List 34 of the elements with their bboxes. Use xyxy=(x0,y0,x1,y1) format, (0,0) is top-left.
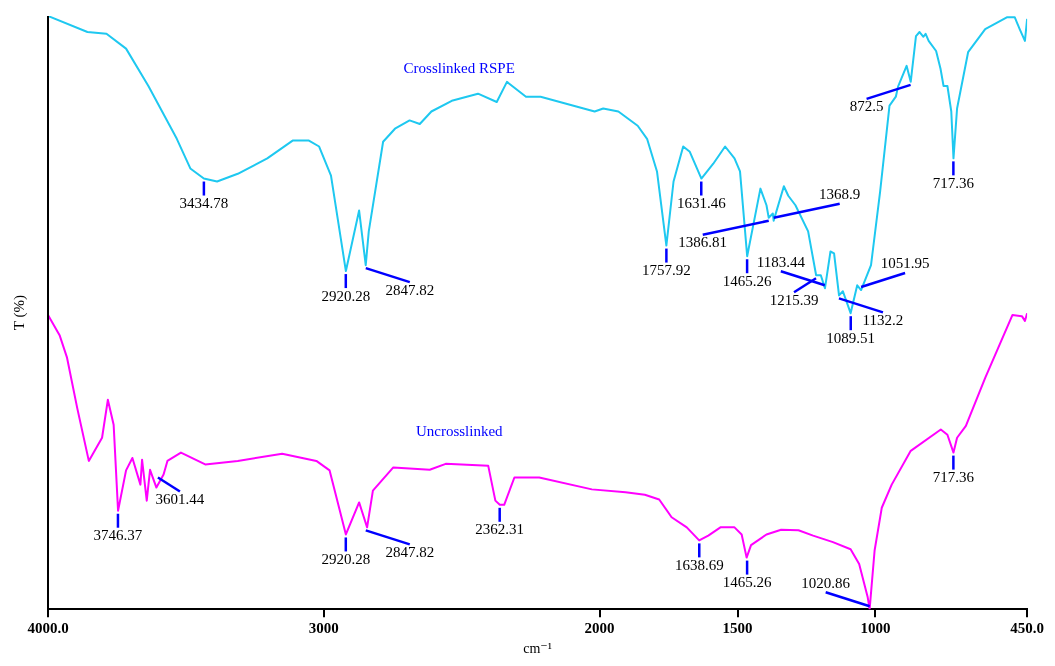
series-label: Crosslinked RSPE xyxy=(403,60,515,77)
annotation: 1638.69 xyxy=(674,556,724,573)
x-tick-label: 3000 xyxy=(308,620,339,637)
annotation: 3434.78 xyxy=(179,194,229,211)
annotation: 2920.28 xyxy=(321,287,371,304)
annotation: 1465.26 xyxy=(722,574,772,591)
x-axis-title: cm⁻¹ xyxy=(523,641,552,657)
annotation: 2847.82 xyxy=(385,281,435,298)
annotation: 717.36 xyxy=(932,174,975,191)
y-axis-title: T (%) xyxy=(10,295,28,331)
annotation: 1386.81 xyxy=(678,234,728,251)
annotation: 2920.28 xyxy=(321,550,371,567)
annotation: 1132.2 xyxy=(862,311,904,328)
x-tick-label: 1000 xyxy=(860,620,891,637)
annotation: 717.36 xyxy=(932,469,975,486)
x-tick-label: 2000 xyxy=(584,620,615,637)
annotation: 2847.82 xyxy=(385,543,435,560)
annotation: 1183.44 xyxy=(756,253,806,270)
annotation: 1215.39 xyxy=(769,291,819,308)
annotation: 872.5 xyxy=(849,98,884,115)
annotation: 1465.26 xyxy=(722,272,772,289)
x-tick-label: 1500 xyxy=(722,620,753,637)
annotation: 1368.9 xyxy=(819,186,861,203)
annotation: 2362.31 xyxy=(475,521,525,538)
annotation: 1051.95 xyxy=(880,255,930,272)
x-tick-label: 4000.0 xyxy=(27,620,69,637)
annotation: 1089.51 xyxy=(826,329,876,346)
annotation: 3601.44 xyxy=(155,490,205,507)
annotation: 1020.86 xyxy=(801,574,851,591)
annotation: 3746.37 xyxy=(93,527,143,544)
annotation: 1631.46 xyxy=(676,194,727,211)
series-label: Uncrosslinked xyxy=(415,423,504,440)
annotation: 1757.92 xyxy=(642,262,691,279)
x-tick-label: 450.0 xyxy=(1010,620,1044,637)
